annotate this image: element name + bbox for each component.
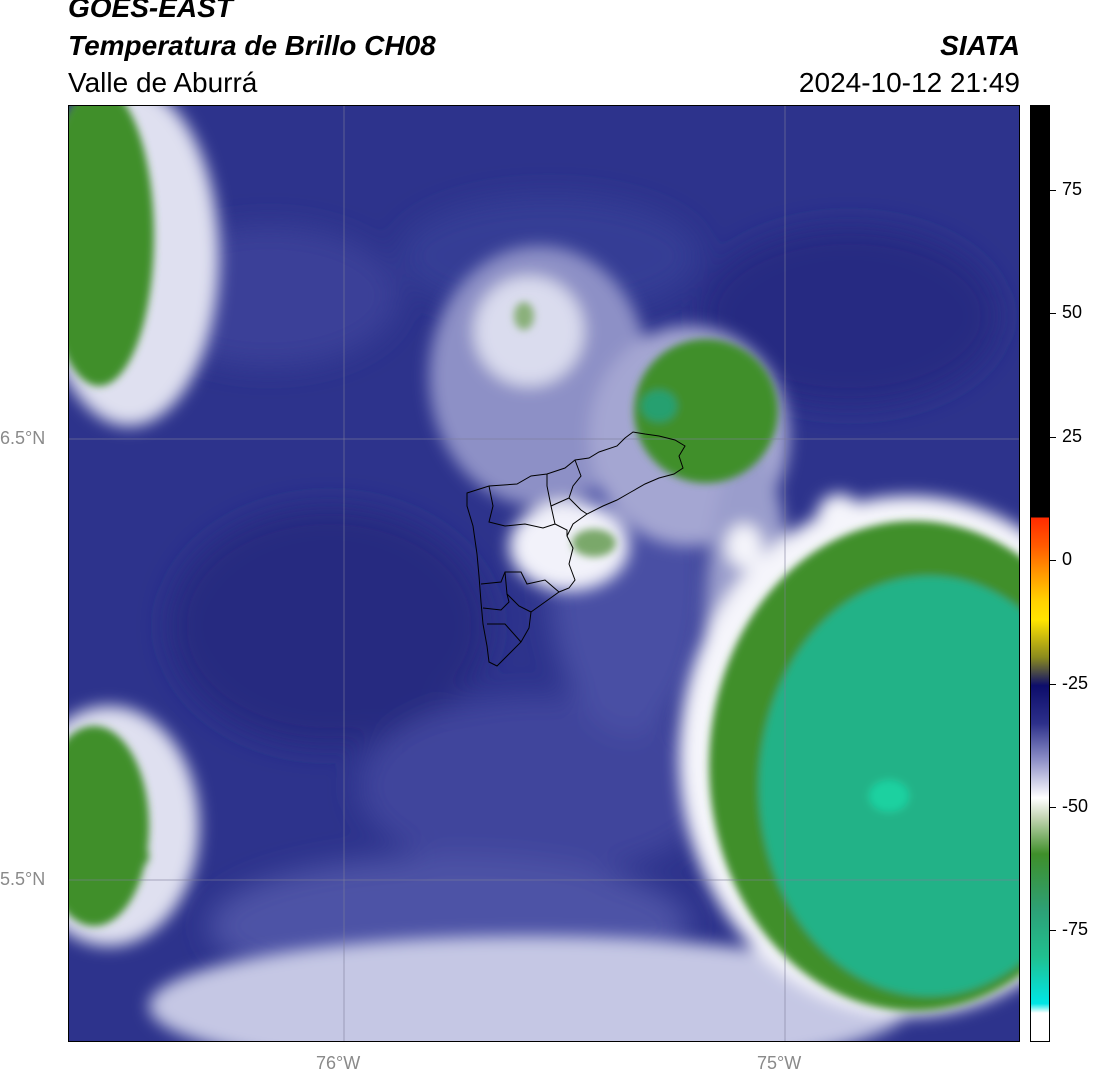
colorbar-tick — [1050, 684, 1056, 685]
colorbar-tick — [1050, 807, 1056, 808]
lat-label-6-5: 6.5°N — [0, 428, 46, 448]
cold-cloud-tops — [69, 106, 1019, 1011]
product-title: Temperatura de Brillo CH08 — [68, 30, 436, 61]
colorbar-tick — [1050, 560, 1056, 561]
valle-de-aburra-boundary — [466, 431, 686, 667]
satellite-title: GOES-EAST — [68, 0, 233, 23]
lon-label-76w: 76°W — [316, 1053, 361, 1073]
colorbar-label: 0 — [1062, 549, 1073, 569]
colorbar-tick — [1050, 313, 1056, 314]
colorbar-tick — [1050, 190, 1056, 191]
colorbar-label: 50 — [1062, 302, 1083, 322]
colorbar-label: 25 — [1062, 426, 1083, 446]
colorbar-label: -25 — [1062, 673, 1089, 693]
colorbar-label: 75 — [1062, 179, 1083, 199]
organization-label: SIATA — [940, 30, 1020, 61]
brightness-temperature-map — [69, 106, 1019, 1041]
colorbar — [1030, 105, 1050, 1042]
colorbar-label: -75 — [1062, 919, 1089, 939]
moisture-texture — [139, 196, 999, 996]
graticule — [69, 106, 1019, 1041]
region-subtitle: Valle de Aburrá — [68, 67, 258, 98]
map-panel[interactable] — [68, 105, 1020, 1042]
colorbar-label: -50 — [1062, 796, 1089, 816]
datetime-label: 2024-10-12 21:49 — [798, 67, 1020, 98]
lat-label-5-5: 5.5°N — [0, 869, 46, 889]
colorbar-tick — [1050, 930, 1056, 931]
colorbar-tick — [1050, 437, 1056, 438]
lon-label-75w: 75°W — [757, 1053, 802, 1073]
